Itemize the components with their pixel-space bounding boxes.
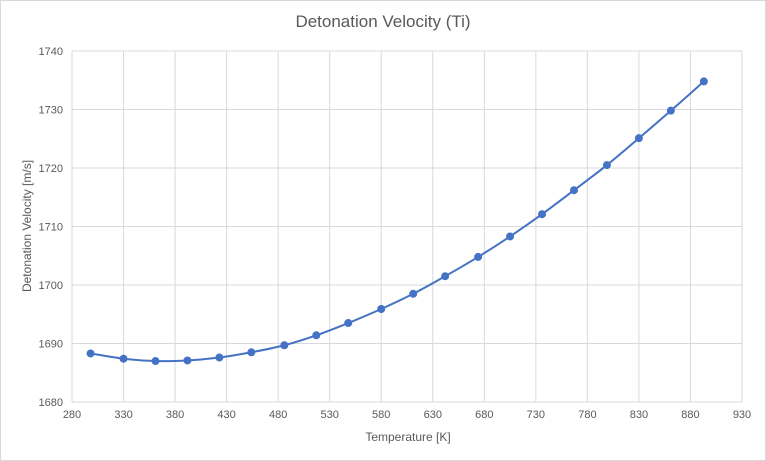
y-tick-label: 1720 <box>39 163 63 175</box>
x-tick-label: 730 <box>527 409 545 421</box>
data-point <box>699 77 708 86</box>
x-tick-label: 780 <box>578 409 596 421</box>
y-tick-label: 1730 <box>39 105 63 117</box>
y-tick-label: 1740 <box>39 46 63 58</box>
x-tick-label: 580 <box>372 409 390 421</box>
data-point <box>86 349 95 358</box>
data-point <box>377 304 386 313</box>
data-point <box>151 357 160 366</box>
data-point <box>474 252 483 261</box>
x-tick-label: 930 <box>733 409 751 421</box>
data-point <box>119 354 128 363</box>
data-point <box>183 356 192 365</box>
series-layer <box>86 77 708 366</box>
data-point <box>538 210 547 219</box>
data-point <box>634 134 643 143</box>
data-point <box>506 232 515 241</box>
data-point <box>247 348 256 357</box>
data-point <box>409 289 418 298</box>
x-tick-label: 830 <box>630 409 648 421</box>
data-point <box>280 341 289 350</box>
x-tick-label: 330 <box>114 409 132 421</box>
x-tick-label: 680 <box>475 409 493 421</box>
x-tick-label: 480 <box>269 409 287 421</box>
x-tick-label: 880 <box>681 409 699 421</box>
data-point <box>602 161 611 170</box>
x-tick-label: 380 <box>166 409 184 421</box>
data-point <box>441 272 450 281</box>
data-point <box>344 319 353 328</box>
series-line <box>90 80 705 363</box>
x-axis-title: Temperature [K] <box>365 430 450 444</box>
x-tick-label: 630 <box>424 409 442 421</box>
data-point <box>569 186 578 195</box>
x-tick-label: 530 <box>321 409 339 421</box>
grid <box>71 50 743 403</box>
x-tick-label: 430 <box>217 409 235 421</box>
x-tick-label: 280 <box>63 409 81 421</box>
data-point <box>312 331 321 340</box>
y-tick-label: 1710 <box>39 222 63 234</box>
y-tick-label: 1690 <box>39 339 63 351</box>
chart-title: Detonation Velocity (Ti) <box>295 12 471 31</box>
data-point <box>215 353 224 362</box>
y-axis-title: Detonation Velocity [m/s] <box>20 160 34 292</box>
data-point <box>666 106 675 115</box>
y-tick-label: 1700 <box>39 280 63 292</box>
y-tick-label: 1680 <box>39 397 63 409</box>
axes: 1680 1690 1700 1710 1720 1730 1740 280 330 380 430… <box>39 46 752 421</box>
